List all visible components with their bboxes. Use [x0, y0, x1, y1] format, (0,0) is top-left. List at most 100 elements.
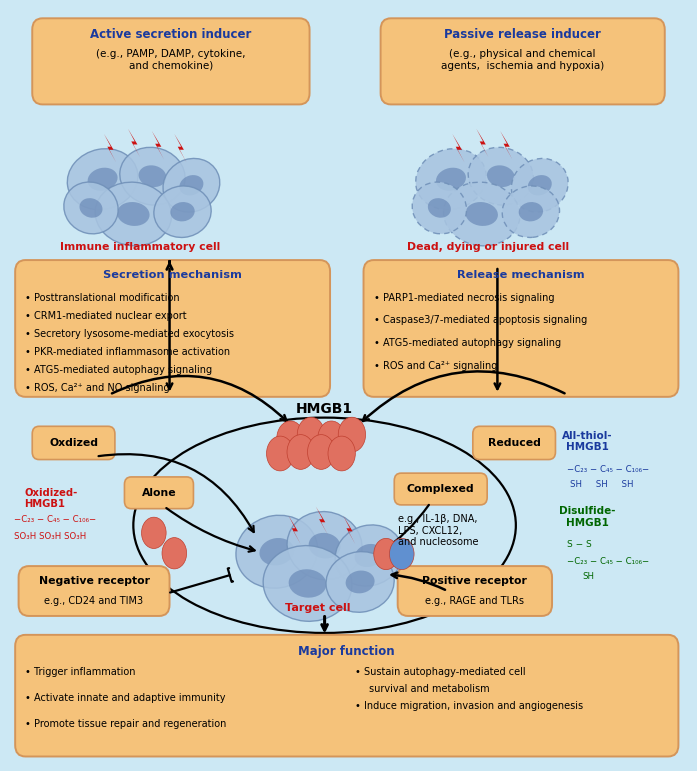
Text: e.g., CD24 and TIM3: e.g., CD24 and TIM3 [45, 596, 144, 606]
FancyBboxPatch shape [364, 260, 678, 397]
Ellipse shape [309, 533, 341, 558]
Text: Release mechanism: Release mechanism [457, 270, 585, 280]
Text: • Promote tissue repair and regeneration: • Promote tissue repair and regeneration [25, 719, 227, 729]
Ellipse shape [298, 417, 325, 452]
Ellipse shape [120, 147, 185, 205]
Text: • ATG5-mediated autophagy signaling: • ATG5-mediated autophagy signaling [374, 338, 561, 348]
Ellipse shape [64, 182, 118, 234]
Text: Reduced: Reduced [488, 438, 541, 448]
Text: • ROS and Ca²⁺ signaling: • ROS and Ca²⁺ signaling [374, 361, 497, 371]
Text: −C₂₃ − C₄₅ − C₁₀₆−: −C₂₃ − C₄₅ − C₁₀₆− [14, 516, 96, 524]
FancyBboxPatch shape [32, 19, 309, 104]
Text: HMGB1: HMGB1 [296, 402, 353, 416]
Text: SH: SH [582, 572, 594, 581]
Text: • Sustain autophagy-mediated cell: • Sustain autophagy-mediated cell [355, 668, 526, 678]
Ellipse shape [141, 517, 166, 548]
Text: (e.g., physical and chemical
agents,  ischemia and hypoxia): (e.g., physical and chemical agents, isc… [441, 49, 604, 71]
Text: Positive receptor: Positive receptor [422, 576, 528, 586]
Text: • Trigger inflammation: • Trigger inflammation [25, 668, 136, 678]
Ellipse shape [326, 551, 395, 612]
Ellipse shape [436, 168, 466, 190]
Text: • CRM1-mediated nuclear export: • CRM1-mediated nuclear export [25, 311, 187, 321]
Text: • Induce migration, invasion and angiogenesis: • Induce migration, invasion and angioge… [355, 702, 583, 712]
Ellipse shape [466, 202, 498, 226]
Text: Secretion mechanism: Secretion mechanism [103, 270, 242, 280]
Ellipse shape [289, 569, 326, 598]
Text: SO₃H SO₃H SO₃H: SO₃H SO₃H SO₃H [14, 532, 86, 541]
Ellipse shape [236, 515, 318, 588]
Text: Disulfide-
HMGB1: Disulfide- HMGB1 [559, 507, 616, 528]
Ellipse shape [170, 202, 194, 221]
Ellipse shape [487, 165, 514, 187]
Ellipse shape [355, 544, 383, 567]
Ellipse shape [162, 537, 187, 569]
Ellipse shape [346, 571, 374, 594]
Polygon shape [174, 134, 187, 163]
Text: • ROS, Ca²⁺ and NO signaling: • ROS, Ca²⁺ and NO signaling [25, 383, 170, 393]
Text: Complexed: Complexed [407, 484, 475, 494]
Polygon shape [152, 131, 164, 160]
Ellipse shape [328, 436, 355, 471]
Ellipse shape [79, 198, 102, 217]
Text: • Posttranslational modification: • Posttranslational modification [25, 292, 180, 302]
FancyBboxPatch shape [19, 566, 169, 616]
FancyBboxPatch shape [381, 19, 665, 104]
Text: Alone: Alone [141, 488, 176, 498]
Ellipse shape [277, 421, 304, 456]
Text: Target cell: Target cell [285, 604, 351, 614]
Ellipse shape [307, 435, 335, 470]
Ellipse shape [154, 186, 211, 237]
Polygon shape [500, 131, 512, 160]
Text: Oxidized-
HMGB1: Oxidized- HMGB1 [24, 487, 77, 509]
FancyBboxPatch shape [32, 426, 115, 460]
Text: SH     SH     SH: SH SH SH [570, 480, 634, 489]
Text: −C₂₃ − C₄₅ − C₁₀₆−: −C₂₃ − C₄₅ − C₁₀₆− [567, 465, 650, 474]
Ellipse shape [95, 182, 171, 246]
FancyBboxPatch shape [395, 473, 487, 505]
Polygon shape [343, 516, 355, 544]
Text: Immune inflammatory cell: Immune inflammatory cell [60, 242, 220, 252]
Text: • Caspase3/7-mediated apoptosis signaling: • Caspase3/7-mediated apoptosis signalin… [374, 315, 587, 325]
Polygon shape [316, 507, 328, 535]
Text: • PARP1-mediated necrosis signaling: • PARP1-mediated necrosis signaling [374, 292, 554, 302]
Text: • PKR-mediated inflammasome activation: • PKR-mediated inflammasome activation [25, 347, 231, 357]
Text: Major function: Major function [298, 645, 395, 658]
Ellipse shape [179, 175, 204, 196]
Ellipse shape [335, 525, 403, 586]
Ellipse shape [263, 546, 352, 621]
Ellipse shape [117, 202, 150, 226]
Ellipse shape [412, 182, 466, 234]
Ellipse shape [512, 158, 568, 212]
Text: Negative receptor: Negative receptor [38, 576, 150, 586]
Ellipse shape [374, 538, 399, 570]
FancyBboxPatch shape [15, 635, 678, 756]
Ellipse shape [318, 421, 345, 456]
Text: • ATG5-mediated autophagy signaling: • ATG5-mediated autophagy signaling [25, 365, 213, 375]
Ellipse shape [468, 147, 533, 205]
Polygon shape [128, 129, 140, 157]
Text: −C₂₃ − C₄₅ − C₁₀₆−: −C₂₃ − C₄₅ − C₁₀₆− [567, 557, 650, 566]
Text: survival and metabolism: survival and metabolism [369, 684, 489, 694]
Ellipse shape [68, 149, 138, 210]
Ellipse shape [266, 436, 294, 471]
Ellipse shape [88, 168, 118, 190]
Text: e.g., RAGE and TLRs: e.g., RAGE and TLRs [425, 596, 524, 606]
Ellipse shape [259, 538, 294, 565]
Polygon shape [104, 134, 116, 163]
Text: S − S: S − S [567, 540, 592, 550]
Ellipse shape [163, 158, 220, 212]
Ellipse shape [428, 198, 451, 217]
Text: • Activate innate and adaptive immunity: • Activate innate and adaptive immunity [25, 693, 226, 703]
Text: Oxdized: Oxdized [49, 438, 98, 448]
FancyBboxPatch shape [473, 426, 556, 460]
Ellipse shape [287, 512, 362, 580]
FancyBboxPatch shape [398, 566, 552, 616]
Text: Active secretion inducer: Active secretion inducer [90, 28, 252, 41]
FancyBboxPatch shape [125, 477, 194, 509]
Ellipse shape [415, 149, 487, 210]
FancyBboxPatch shape [15, 260, 330, 397]
Polygon shape [289, 516, 300, 544]
Text: (e.g., PAMP, DAMP, cytokine,
and chemokine): (e.g., PAMP, DAMP, cytokine, and chemoki… [96, 49, 245, 71]
Ellipse shape [287, 435, 314, 470]
Polygon shape [476, 129, 489, 157]
